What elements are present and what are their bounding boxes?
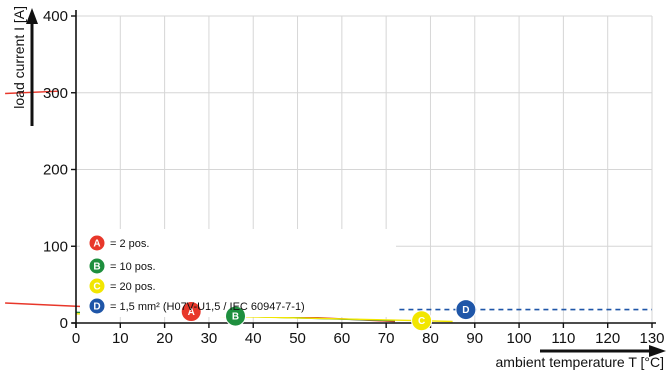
marker-b-letter: B: [232, 312, 239, 323]
x-tick-label: 10: [112, 330, 129, 347]
y-tick-label: 0: [60, 315, 68, 332]
x-tick-label: 130: [639, 330, 664, 347]
legend-badge-d: D: [88, 297, 106, 315]
legend-label-b: = 10 pos.: [110, 261, 156, 273]
x-tick-label: 90: [466, 330, 483, 347]
marker-a-letter: A: [188, 307, 195, 318]
marker-b: B: [225, 305, 247, 327]
x-axis-title: ambient temperature T [°C]: [496, 354, 665, 370]
marker-a: A: [180, 300, 202, 322]
x-tick-label: 100: [507, 330, 532, 347]
legend-badge-a: A: [88, 234, 106, 252]
x-tick-label: 70: [378, 330, 395, 347]
y-axis-title: load current I [A]: [11, 6, 27, 109]
axes: [26, 8, 666, 357]
marker-b-circle: [225, 305, 247, 327]
legend-badge-d-letter: D: [93, 302, 100, 313]
marker-c: C: [411, 310, 433, 332]
y-tick-label: 100: [43, 238, 68, 255]
series-markers: A B C D: [180, 299, 477, 332]
y-tick-label: 300: [43, 85, 68, 102]
legend-badge-b-letter: B: [93, 262, 100, 273]
legend-badge-c-letter: C: [93, 282, 100, 293]
legend-badge-d-circle: [88, 297, 106, 315]
legend-badge-b-circle: [88, 257, 106, 275]
y-title-arrow-head: [26, 8, 38, 24]
marker-a-circle: [180, 300, 202, 322]
x-tick-label: 110: [551, 330, 575, 347]
x-title-arrow-head: [649, 345, 666, 357]
legend-badge-c-circle: [88, 277, 106, 295]
x-tick-label: 40: [245, 330, 262, 347]
legend: A = 2 pos. B = 10 pos. C = 20 pos. D = 1,5 mm² …: [88, 234, 305, 315]
marker-d-letter: D: [462, 305, 469, 316]
legend-badge-a-letter: A: [93, 239, 100, 250]
marker-c-circle: [411, 310, 433, 332]
x-tick-label: 60: [334, 330, 351, 347]
legend-background: [80, 229, 396, 317]
y-tick-label: 400: [43, 8, 68, 25]
tick-labels: 0 100 200 300 400 0 10 20 30 40 50 60 70 80 90 100 110 12…: [43, 8, 665, 347]
y-tick-label: 200: [43, 162, 68, 179]
x-tick-label: 50: [289, 330, 306, 347]
legend-badge-b: B: [88, 257, 106, 275]
legend-badge-a-circle: [88, 234, 106, 252]
x-tick-label: 0: [72, 330, 80, 347]
legend-label-d: = 1,5 mm² (H07V-U1,5 / IEC 60947-7-1): [110, 301, 305, 313]
legend-label-a: = 2 pos.: [110, 238, 149, 250]
x-tick-label: 30: [201, 330, 218, 347]
x-tick-label: 120: [595, 330, 620, 347]
marker-d: D: [455, 299, 477, 321]
legend-badge-c: C: [88, 277, 106, 295]
marker-c-letter: C: [418, 316, 425, 327]
x-tick-label: 80: [422, 330, 439, 347]
x-tick-label: 20: [156, 330, 173, 347]
legend-label-c: = 20 pos.: [110, 281, 156, 293]
marker-d-circle: [455, 299, 477, 321]
